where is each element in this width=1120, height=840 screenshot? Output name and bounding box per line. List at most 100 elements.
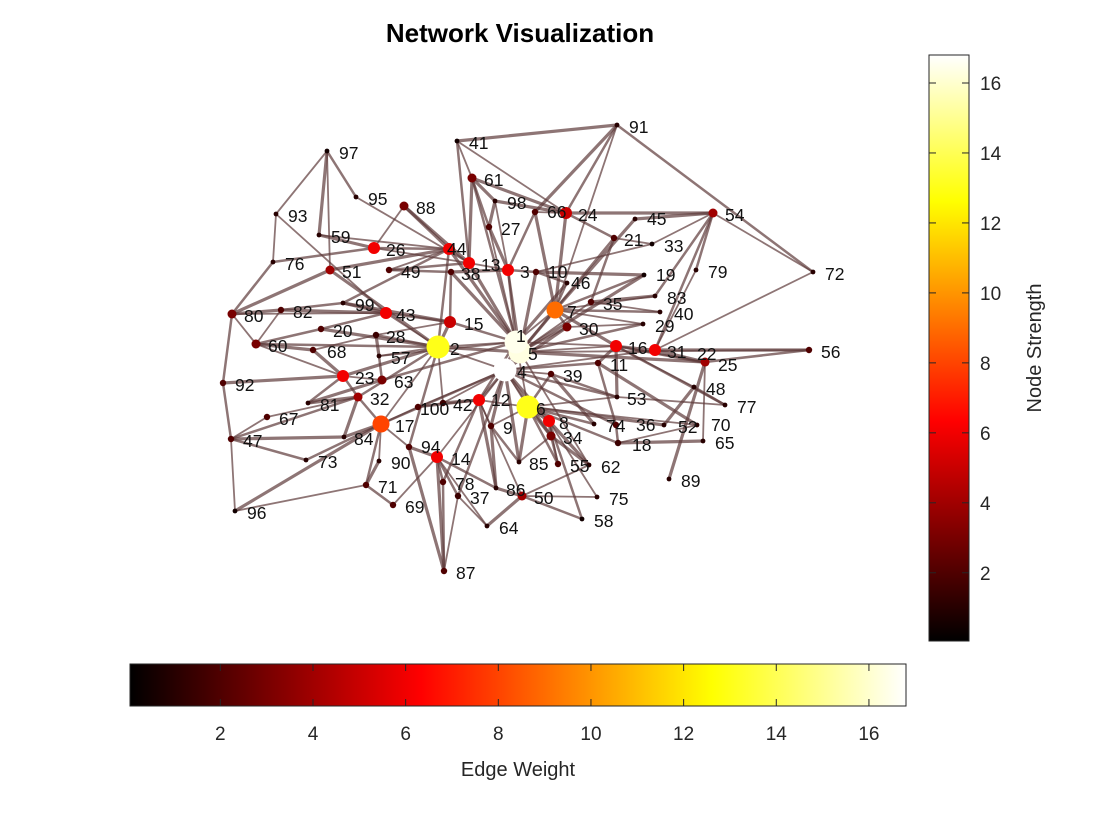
node-12 [473, 394, 485, 406]
edge-17-71 [364, 422, 383, 487]
node-69 [389, 501, 397, 509]
node-label-49: 49 [401, 262, 420, 282]
node-73 [303, 457, 309, 463]
edge-39-74 [549, 372, 596, 426]
colorbar-bottom-tick-label-10: 10 [580, 724, 601, 745]
node-78 [439, 478, 447, 486]
node-88 [399, 201, 409, 211]
node-6 [516, 395, 540, 419]
edge-3-98 [494, 200, 509, 271]
edge-6-18 [526, 405, 620, 445]
node-label-29: 29 [655, 316, 674, 336]
node-label-90: 90 [391, 453, 411, 473]
node-99 [340, 300, 346, 306]
colorbar-right-tick-label-10: 10 [980, 284, 1001, 305]
edge-16-53 [614, 344, 619, 399]
edge-8-75 [548, 420, 598, 498]
edge-15-28 [375, 321, 451, 336]
node-3 [502, 264, 514, 276]
node-32 [353, 392, 363, 402]
node-label-81: 81 [320, 395, 339, 415]
node-8 [543, 415, 555, 427]
node-label-99: 99 [355, 295, 374, 315]
edge-50-86 [494, 486, 524, 498]
edge-26-88 [373, 205, 405, 249]
colorbar-bottom-tick-label-8: 8 [493, 724, 504, 745]
edge-80-60 [231, 313, 257, 345]
node-label-14: 14 [451, 449, 471, 469]
edge-14-86 [435, 455, 498, 490]
node-85 [516, 459, 522, 465]
node-70 [694, 422, 700, 428]
edge-47-84 [229, 435, 346, 441]
node-label-4: 4 [517, 362, 527, 382]
node-label-64: 64 [499, 518, 519, 538]
edge-23-63 [342, 375, 383, 381]
node-4 [493, 358, 517, 382]
edge-12-78 [441, 398, 481, 484]
chart-title: Network Visualization [386, 18, 654, 48]
node-42 [439, 399, 447, 407]
edge-2-4 [437, 346, 506, 371]
edge-91-66 [533, 123, 619, 214]
colorbar-node-strength: 2 4 6 8 10 12 14 16 Node Strength [928, 54, 1046, 642]
node-label-47: 47 [243, 431, 262, 451]
edge-4-42 [442, 369, 506, 404]
edge-97-59 [317, 149, 329, 237]
edge-11-70 [596, 361, 699, 427]
node-label-44: 44 [447, 239, 467, 259]
node-59 [316, 232, 322, 238]
edge-2-94 [407, 345, 440, 449]
edge-54-79 [694, 211, 715, 272]
node-47 [227, 435, 235, 443]
node-label-53: 53 [627, 389, 646, 409]
edge-7-16 [553, 308, 618, 348]
edge-97-95 [325, 149, 358, 199]
node-18 [614, 439, 622, 447]
edge-44-59 [318, 234, 450, 250]
edge-8-62 [547, 419, 591, 467]
colorbar-bottom-tick-label-2: 2 [215, 724, 226, 745]
node-label-59: 59 [331, 227, 350, 247]
edge-2-20 [319, 327, 440, 349]
edge-12-50 [478, 399, 523, 497]
node-71 [362, 481, 370, 489]
edge-18-70 [617, 424, 698, 444]
edge-6-53 [527, 396, 618, 408]
edge-39-53 [549, 372, 619, 399]
node-57 [376, 353, 382, 359]
colorbar-right-tick-label-12: 12 [980, 214, 1001, 235]
edge-10-33 [535, 243, 653, 273]
edge-17-96 [233, 422, 383, 513]
edge-61-98 [470, 176, 497, 203]
node-96 [232, 508, 238, 514]
node-38 [447, 268, 455, 276]
edge-47-73 [229, 437, 308, 462]
node-label-69: 69 [405, 497, 424, 517]
node-label-2: 2 [450, 339, 460, 359]
edge-32-84 [342, 395, 360, 439]
node-10 [532, 268, 540, 276]
node-7 [546, 301, 564, 319]
colorbar-bottom-tick-label-6: 6 [400, 724, 411, 745]
edge-80-92 [221, 312, 234, 385]
node-label-100: 100 [420, 399, 449, 419]
edge-54-33 [651, 212, 714, 245]
edge-76-93 [272, 213, 277, 263]
edge-50-58 [520, 494, 584, 521]
edge-35-83 [589, 294, 657, 304]
node-86 [493, 485, 499, 491]
node-label-65: 65 [715, 433, 734, 453]
edge-4-37 [456, 368, 507, 498]
node-label-71: 71 [378, 477, 397, 497]
node-label-38: 38 [461, 264, 480, 284]
edge-31-22 [653, 348, 707, 364]
node-label-19: 19 [656, 265, 675, 285]
node-52 [661, 422, 667, 428]
node-label-98: 98 [507, 193, 526, 213]
node-1 [504, 330, 528, 354]
colorbar-bottom-tick-label-4: 4 [308, 724, 319, 745]
node-35 [587, 298, 595, 306]
node-76 [270, 259, 276, 265]
